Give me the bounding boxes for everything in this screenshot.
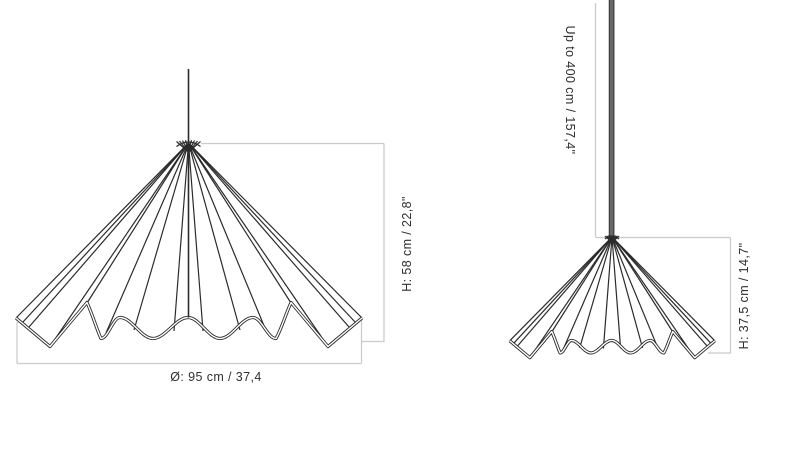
left-height-label: H: 58 cm / 22,8"	[400, 196, 414, 292]
right-pendant-drawing	[508, 0, 732, 359]
left-diameter-label: Ø: 95 cm / 37,4	[170, 370, 262, 384]
right-height-dimension-line	[708, 237, 732, 354]
left-height-dimension-line	[201, 142, 385, 343]
right-cord-dimension-line	[594, 3, 731, 239]
right-pendant-cord	[608, 0, 615, 238]
left-pendant-drawing	[14, 69, 385, 365]
right-height-label: H: 37,5 cm / 14,7"	[737, 242, 751, 350]
right-cord-length-label: Up to 400 cm / 157,4"	[563, 25, 577, 155]
left-diameter-dimension-line	[16, 319, 363, 365]
